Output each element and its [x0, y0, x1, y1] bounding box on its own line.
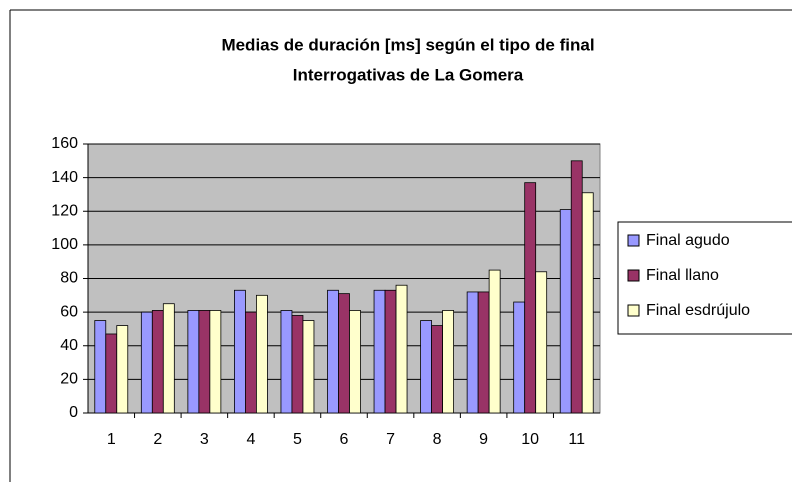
- bar: [162, 303, 175, 414]
- chart-title: Medias de duración [ms] según el tipo de…: [221, 35, 594, 54]
- y-tick-label: 140: [51, 169, 78, 186]
- bar: [570, 160, 583, 414]
- x-tick-label: 9: [479, 431, 488, 448]
- bar: [116, 325, 129, 414]
- x-tick-label: 6: [340, 431, 349, 448]
- bar: [477, 291, 490, 414]
- bar: [302, 320, 315, 414]
- legend-swatch: [627, 234, 640, 247]
- y-tick-label: 20: [60, 371, 78, 388]
- x-tick-label: 4: [246, 431, 255, 448]
- bar: [187, 310, 200, 414]
- legend-box: [617, 221, 792, 335]
- y-tick-label: 100: [51, 236, 78, 253]
- bar: [209, 310, 222, 414]
- x-tick-label: 8: [433, 431, 442, 448]
- y-tick-label: 80: [60, 270, 78, 287]
- bar: [524, 182, 537, 414]
- bar: [395, 284, 408, 414]
- bar: [559, 209, 572, 414]
- bar: [373, 289, 386, 414]
- bar: [338, 293, 350, 414]
- legend-swatch: [627, 269, 640, 282]
- y-tick-label: 60: [60, 303, 78, 320]
- bar: [349, 310, 361, 414]
- bar: [245, 311, 257, 414]
- legend-label: Final agudo: [646, 232, 730, 249]
- x-tick-label: 11: [568, 431, 585, 448]
- bar: [256, 294, 268, 414]
- x-tick-label: 1: [107, 431, 116, 448]
- y-tick-label: 160: [51, 135, 78, 152]
- y-tick-label: 40: [60, 337, 78, 354]
- y-tick-label: 120: [51, 202, 78, 219]
- bar: [234, 289, 246, 414]
- bar: [94, 320, 107, 414]
- bar: [327, 289, 339, 414]
- bar: [384, 289, 397, 414]
- bar: [291, 315, 304, 414]
- y-tick-label: 0: [69, 404, 78, 421]
- bar: [431, 325, 443, 414]
- chart-subtitle: Interrogativas de La Gomera: [293, 65, 524, 84]
- bar: [140, 311, 153, 414]
- bar: [466, 291, 479, 414]
- bar: [581, 192, 594, 414]
- legend-label: Final llano: [646, 267, 719, 284]
- x-tick-label: 7: [386, 431, 395, 448]
- bar: [420, 320, 432, 414]
- bar: [151, 310, 164, 414]
- legend-label: Final esdrújulo: [646, 302, 750, 319]
- bar: [280, 310, 293, 414]
- bar: [198, 310, 211, 414]
- x-tick-label: 2: [153, 431, 162, 448]
- bar: [105, 333, 118, 414]
- bar: [488, 269, 501, 414]
- bar: [442, 310, 454, 414]
- x-tick-label: 10: [521, 431, 539, 448]
- bar: [535, 271, 548, 414]
- bar: [513, 301, 526, 414]
- legend-swatch: [627, 304, 640, 317]
- x-tick-label: 5: [293, 431, 302, 448]
- x-tick-label: 3: [200, 431, 209, 448]
